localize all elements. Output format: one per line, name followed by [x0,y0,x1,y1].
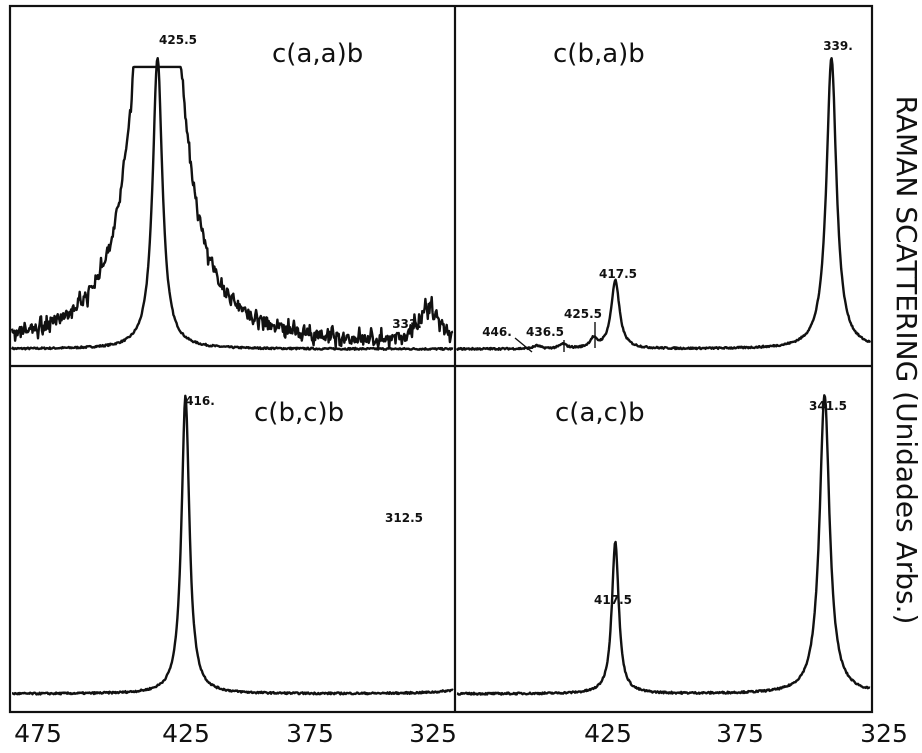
panel-title: c(a,c)b [555,398,645,428]
spectrum-line-1 [456,394,871,696]
x-tick-label: 425 [584,719,632,748]
spectrum-line-2 [10,65,454,350]
peak-label-425-5: 425.5 [564,307,602,321]
peak-label-436-5: 436.5 [526,325,564,339]
peak-label-312-5: 312.5 [385,511,423,525]
x-tick-label: 425 [162,719,210,748]
panel-title: c(b,a)b [553,39,645,69]
peak-label-416: 416. [185,394,215,408]
plot-frame [8,4,874,714]
spectrum-group [456,394,871,696]
peak-label-339: 339. [823,39,853,53]
panel-c-a-c-b: c(a,c)b 341.5 417.5 [456,394,871,696]
x-tick-label: 325 [860,719,908,748]
peak-label-417-5: 417.5 [599,267,637,281]
peak-label-417-5: 417.5 [594,593,632,607]
peak-marker-446 [514,337,533,353]
x-tick-label: 475 [14,719,62,748]
spectrum-group [455,57,872,351]
panel-c-b-c-b: c(b,c)b 416. 312.5 [11,394,454,696]
panel-c-b-a-b: c(b,a)b 339. 417.5 425.5 436.5 446. [455,39,872,353]
peak-label-341-5: 341.5 [809,399,847,413]
spectrum-group [11,394,454,696]
spectrum-line-1 [455,57,872,351]
x-tick-label: 325 [409,719,457,748]
spectrum-group [10,57,454,351]
x-axis-tick-labels: 475 425 375 325 425 375 325 [14,719,908,748]
x-tick-label: 375 [716,719,764,748]
outer-frame [8,4,874,714]
panel-title: c(a,a)b [272,39,363,69]
panel-c-a-a-b: c(a,a)b 425.5 333. [10,33,454,351]
y-axis-label: RAMAN SCATTERING (Unidades Arbs.) [890,96,922,625]
peak-label-446: 446. [482,325,512,339]
peak-label-333: 333. [392,317,422,331]
x-tick-label: 375 [286,719,334,748]
spectrum-line-1 [10,57,454,351]
spectrum-line-1 [11,394,454,696]
peak-label-425-5: 425.5 [159,33,197,47]
panel-title: c(b,c)b [254,398,344,428]
